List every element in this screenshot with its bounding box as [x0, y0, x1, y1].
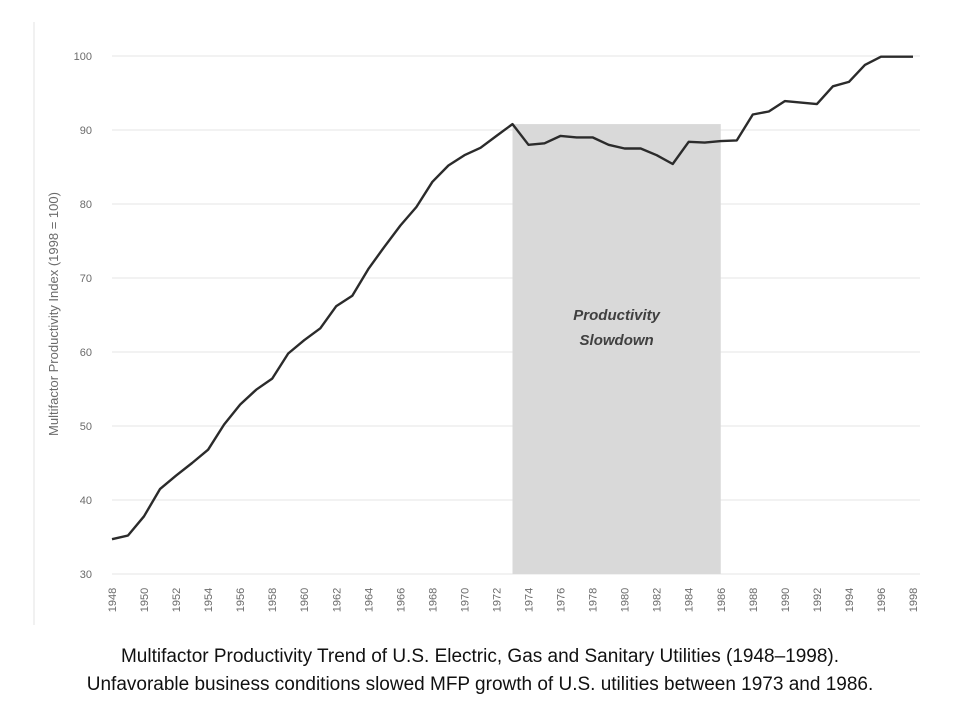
x-tick-label: 1960 — [299, 588, 311, 612]
mfp-index-line — [111, 55, 913, 541]
x-tick-label: 1966 — [395, 588, 407, 612]
y-tick-label: 60 — [80, 347, 92, 359]
x-tick-label: 1992 — [812, 588, 824, 612]
y-tick-label: 30 — [80, 569, 92, 581]
figure-caption-line1: Multifactor Productivity Trend of U.S. E… — [120, 646, 840, 667]
y-tick-label: 50 — [80, 421, 92, 433]
x-tick-label: 1994 — [844, 588, 856, 612]
x-tick-label: 1962 — [331, 588, 343, 612]
y-tick-labels: 30 40 50 60 70 80 90 100 — [74, 51, 92, 581]
x-tick-label: 1990 — [780, 588, 792, 612]
figure-caption-line2: Unfavorable business conditions slowed M… — [86, 674, 874, 695]
x-tick-label: 1974 — [524, 588, 536, 612]
x-tick-label: 1958 — [267, 588, 279, 612]
x-tick-label: 1968 — [427, 588, 439, 612]
y-tick-label: 70 — [80, 273, 92, 285]
shaded-region-label-line2: Slowdown — [580, 332, 654, 349]
productivity-slowdown-region — [512, 124, 721, 574]
x-tick-label: 1948 — [107, 588, 119, 612]
x-tick-label: 1952 — [171, 588, 183, 612]
x-tick-label: 1996 — [876, 588, 888, 612]
x-tick-label: 1988 — [748, 588, 760, 612]
y-tick-label: 90 — [80, 125, 92, 137]
y-tick-label: 100 — [74, 51, 92, 63]
y-tick-label: 40 — [80, 495, 92, 507]
x-tick-label: 1950 — [139, 588, 151, 612]
y-tick-label: 80 — [80, 199, 92, 211]
x-tick-label: 1964 — [363, 588, 375, 612]
x-tick-label: 1986 — [716, 588, 728, 612]
x-tick-label: 1954 — [203, 588, 215, 612]
x-tick-label: 1972 — [491, 588, 503, 612]
x-tick-label: 1970 — [459, 588, 471, 612]
x-tick-label: 1978 — [588, 588, 600, 612]
x-tick-label: 1980 — [620, 588, 632, 612]
x-tick-labels: 1948 1950 1952 1954 1956 1958 1960 1962 1964 1966… — [107, 588, 920, 612]
x-tick-label: 1998 — [908, 588, 920, 612]
x-tick-label: 1956 — [235, 588, 247, 612]
x-tick-label: 1984 — [684, 588, 696, 612]
shaded-region-label-line1: Productivity — [573, 307, 660, 324]
y-axis-label: Multifactor Productivity Index (1998 = 1… — [46, 192, 61, 436]
x-tick-label: 1982 — [652, 588, 664, 612]
x-tick-label: 1976 — [556, 588, 568, 612]
